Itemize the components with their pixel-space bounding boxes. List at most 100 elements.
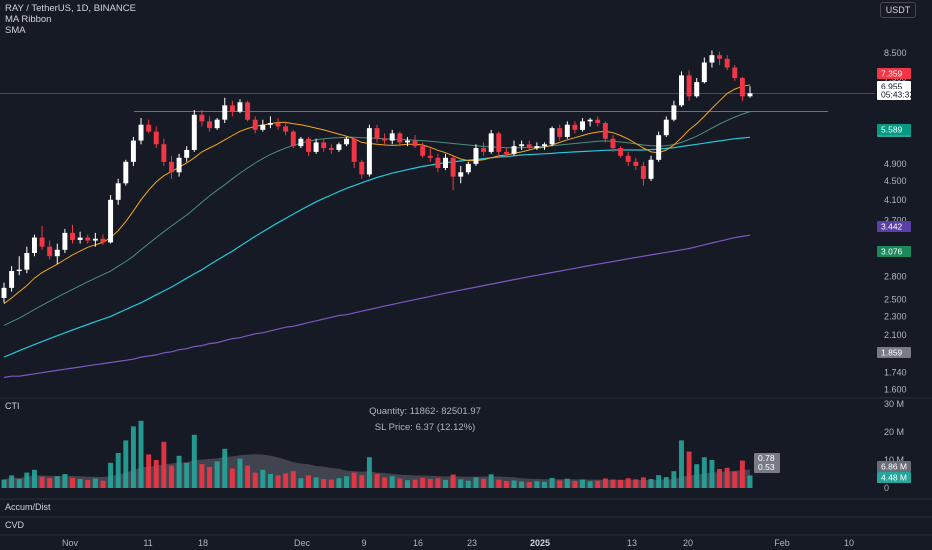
candle-body	[351, 138, 357, 162]
candle	[671, 100, 677, 122]
volume-badge-bg	[877, 472, 911, 483]
candle	[351, 136, 357, 169]
volume-bar	[184, 462, 190, 488]
candle	[85, 234, 91, 244]
candle	[229, 100, 235, 117]
candle	[549, 126, 555, 147]
volume-bar	[222, 448, 228, 488]
candle-body	[717, 55, 723, 59]
candle-body	[161, 144, 167, 162]
volume-bar	[366, 457, 372, 488]
time-tick-label: 13	[627, 538, 637, 548]
candle	[717, 51, 723, 66]
volume-bar	[260, 469, 266, 488]
volume-bar	[92, 478, 98, 488]
pane-label-cvd[interactable]: CVD	[5, 520, 25, 530]
candle	[602, 121, 608, 143]
volume-bar	[16, 479, 22, 488]
indicator-ma-ribbon[interactable]: MA Ribbon	[5, 14, 52, 25]
candle	[54, 243, 60, 265]
candle-body	[252, 119, 258, 130]
time-tick-label: 18	[198, 538, 208, 548]
volume-bar	[229, 468, 235, 488]
candle-body	[724, 58, 730, 68]
candle-body	[412, 140, 418, 147]
candle	[237, 99, 243, 114]
volume-bar	[115, 453, 121, 488]
time-tick-label: 23	[467, 538, 477, 548]
candle	[252, 116, 258, 134]
candle	[618, 146, 624, 158]
candle	[534, 142, 540, 150]
candle-body	[100, 238, 106, 243]
candle-body	[267, 123, 273, 125]
volume-bar	[648, 479, 654, 488]
price-badge: 3.076	[877, 246, 911, 257]
candle-body	[306, 138, 311, 152]
volume-bar	[313, 477, 319, 488]
candle	[108, 194, 114, 244]
volume-bar	[420, 477, 426, 488]
candle-body	[420, 146, 426, 156]
candle	[123, 159, 129, 186]
candle	[686, 70, 692, 101]
candle-body	[488, 133, 494, 152]
price-badge-text: 7.359	[881, 69, 903, 79]
price-tick-label: 1.740	[884, 368, 907, 378]
volume-bar	[587, 481, 593, 488]
price-badge-text: 05:43:32	[881, 90, 914, 100]
candle-body	[176, 157, 182, 173]
candle-body	[739, 78, 745, 97]
candle	[435, 153, 441, 173]
volume-bar	[496, 479, 502, 488]
volume-bar	[450, 474, 456, 488]
volume-bar	[663, 477, 669, 488]
candle-body	[184, 149, 190, 158]
candle	[176, 153, 182, 177]
volume-bar	[351, 472, 357, 488]
time-tick-label: 20	[683, 538, 693, 548]
candle	[184, 146, 190, 162]
price-badge-text: 6.955	[881, 82, 903, 92]
candle-body	[595, 119, 601, 124]
volume-bar	[54, 476, 60, 488]
candle-body	[465, 163, 471, 173]
volume-bar	[534, 481, 540, 488]
candle	[245, 100, 251, 122]
volume-bar	[62, 474, 68, 488]
candle-body	[191, 114, 197, 150]
candle-body	[275, 123, 281, 127]
pane-label-cti[interactable]: CTI	[5, 401, 20, 411]
time-tick-label: Nov	[62, 538, 79, 548]
currency-selector[interactable]: USDT	[880, 2, 916, 18]
volume-bar	[397, 478, 403, 488]
candle	[564, 121, 570, 139]
indicator-sma[interactable]: SMA	[5, 25, 26, 36]
candle-body	[694, 82, 700, 97]
pane-label-accum-dist[interactable]: Accum/Dist	[5, 502, 51, 512]
candle	[153, 126, 159, 149]
candle-body	[496, 133, 502, 152]
price-tick-label: 3.700	[884, 216, 907, 226]
candle	[298, 136, 304, 149]
volume-bar	[267, 474, 273, 488]
volume-ma-area	[4, 454, 750, 488]
candle-body	[70, 232, 75, 240]
candle-body	[701, 62, 707, 83]
candle	[511, 140, 517, 156]
candle	[16, 256, 22, 276]
symbol-title[interactable]: RAY / TetherUS, 1D, BINANCE	[5, 3, 136, 14]
candle-body	[526, 144, 532, 149]
volume-badge-text: 6.86 M	[881, 462, 907, 472]
volume-bar	[549, 477, 555, 488]
candle-body	[39, 237, 45, 247]
candle	[283, 121, 289, 136]
candle	[70, 224, 75, 244]
volume-bar	[717, 468, 723, 488]
candle-body	[283, 126, 289, 132]
candle-body	[557, 128, 563, 137]
price-badge-text: 5.589	[881, 125, 903, 135]
candle-body	[671, 105, 677, 120]
candle-body	[359, 161, 365, 175]
